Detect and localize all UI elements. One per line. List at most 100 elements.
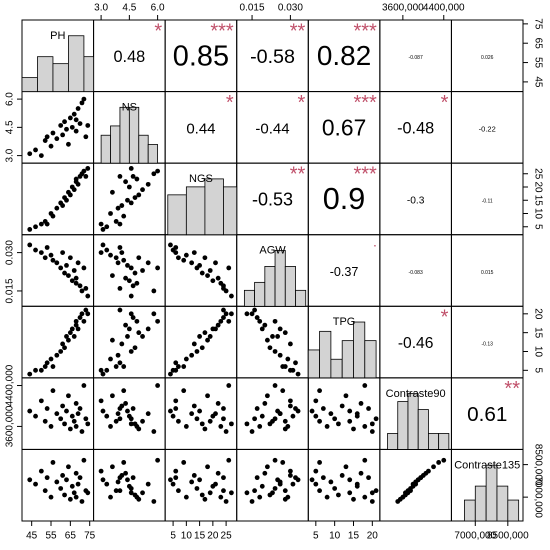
scatter-point bbox=[44, 134, 50, 140]
scatter-point bbox=[223, 311, 229, 317]
scatter-point bbox=[117, 360, 123, 366]
scatter-point bbox=[320, 475, 326, 481]
scatter-point bbox=[275, 477, 281, 483]
scatter-point bbox=[42, 364, 48, 369]
y-tick-label: 10 bbox=[532, 208, 543, 220]
scatter-point bbox=[104, 247, 110, 253]
scatter-point bbox=[125, 334, 130, 339]
scatter-point bbox=[115, 260, 121, 266]
x-tick-label: 75 bbox=[84, 531, 96, 542]
scatter-point bbox=[221, 406, 226, 411]
histogram-bar bbox=[341, 340, 354, 379]
scatter-point bbox=[229, 293, 234, 299]
panel-border bbox=[236, 377, 309, 450]
scatter-point bbox=[38, 367, 44, 373]
scatter-point bbox=[229, 311, 234, 317]
scatter-point bbox=[285, 356, 291, 362]
histogram-bar bbox=[119, 106, 130, 164]
scatter-point bbox=[64, 262, 69, 268]
scatter-point bbox=[125, 408, 130, 414]
scatter-point bbox=[44, 245, 50, 250]
scatter-point bbox=[191, 250, 197, 256]
scatter-point bbox=[290, 481, 296, 487]
scatter-point bbox=[108, 211, 113, 216]
scatter-point bbox=[287, 367, 293, 373]
histogram-bar bbox=[21, 77, 38, 92]
scatter-point bbox=[282, 330, 288, 336]
scatter-point bbox=[104, 413, 110, 419]
scatter-point bbox=[249, 429, 255, 434]
scatter-point bbox=[50, 460, 56, 465]
correlation-value: 0.61 bbox=[467, 403, 507, 426]
panel-border bbox=[236, 448, 309, 522]
scatter-point bbox=[125, 477, 130, 483]
y-tick-label: 15 bbox=[532, 195, 543, 207]
scatter-point bbox=[226, 383, 232, 388]
scatter-point bbox=[69, 124, 75, 130]
scatter-point bbox=[85, 166, 91, 171]
significance-stars: *** bbox=[353, 20, 377, 42]
scatter-point bbox=[170, 481, 176, 487]
scatter-point bbox=[50, 213, 56, 219]
scatter-point bbox=[44, 406, 50, 411]
scatter-point bbox=[309, 408, 315, 414]
scatter-point bbox=[83, 307, 89, 313]
scatter-point bbox=[151, 288, 157, 294]
scatter-point bbox=[123, 179, 128, 185]
scatter-point bbox=[75, 411, 81, 417]
scatter-point bbox=[362, 457, 368, 463]
histogram-bar bbox=[37, 56, 54, 92]
scatter-point bbox=[199, 270, 205, 276]
scatter-point bbox=[33, 367, 38, 373]
scatter-point bbox=[262, 401, 268, 406]
scatter-point bbox=[351, 426, 356, 432]
correlation-value: -0.13 bbox=[482, 341, 494, 347]
scatter-point bbox=[48, 356, 54, 362]
scatter-point bbox=[58, 486, 64, 491]
y-tick-label: 3600,000 bbox=[5, 405, 16, 447]
scatter-point bbox=[145, 326, 151, 332]
scatter-point bbox=[226, 457, 232, 463]
scatter-point bbox=[54, 352, 60, 358]
scatter-point bbox=[441, 457, 447, 463]
scatter-point bbox=[173, 367, 179, 373]
scatter-point bbox=[60, 473, 66, 478]
scatter-point bbox=[181, 257, 187, 263]
scatter-point bbox=[282, 496, 288, 502]
scatter-point bbox=[218, 318, 224, 324]
scatter-point bbox=[81, 96, 87, 102]
histogram-bar bbox=[307, 349, 320, 379]
scatter-point bbox=[44, 221, 50, 227]
scatter-point bbox=[130, 406, 136, 411]
scatter-point bbox=[332, 416, 338, 422]
scatter-point bbox=[128, 311, 134, 317]
scatter-point bbox=[168, 242, 173, 248]
scatter-point bbox=[125, 262, 130, 268]
scatter-point bbox=[259, 326, 265, 332]
scatter-point bbox=[128, 421, 134, 427]
scatter-point bbox=[362, 383, 368, 388]
scatter-point bbox=[121, 257, 127, 263]
scatter-point bbox=[155, 318, 161, 324]
correlation-value: -0.087 bbox=[409, 55, 423, 61]
x-tick-label: 25 bbox=[221, 531, 233, 542]
scatter-point bbox=[119, 403, 125, 409]
scatter-point bbox=[215, 275, 221, 281]
panel-border bbox=[164, 305, 238, 379]
scatter-point bbox=[108, 252, 113, 258]
scatter-point bbox=[207, 418, 213, 424]
scatter-point bbox=[27, 242, 33, 248]
scatter-point bbox=[123, 275, 128, 281]
scatter-point bbox=[293, 475, 298, 481]
scatter-point bbox=[339, 403, 345, 409]
y-tick-label: 55 bbox=[532, 57, 543, 69]
scatter-point bbox=[373, 416, 379, 422]
scatter-point bbox=[351, 496, 356, 502]
scatter-point bbox=[132, 345, 138, 351]
histogram-bar bbox=[147, 144, 159, 164]
histogram-bar bbox=[204, 178, 224, 236]
correlation-value: -0.58 bbox=[250, 46, 295, 68]
scatter-point bbox=[115, 479, 121, 485]
scatter-point bbox=[264, 464, 270, 470]
scatter-point bbox=[436, 460, 442, 465]
